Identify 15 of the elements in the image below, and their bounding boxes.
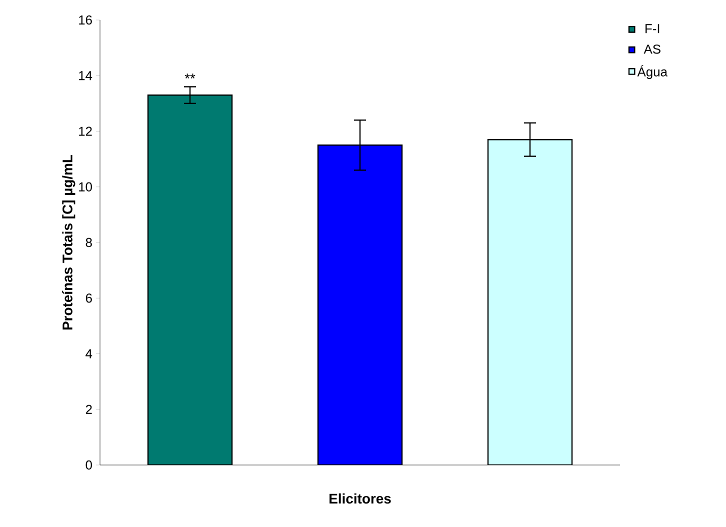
y-tick-label: 16 — [79, 15, 92, 25]
legend-label: AS — [644, 44, 660, 54]
legend-label: Água — [637, 65, 668, 80]
y-tick-label: 10 — [79, 182, 92, 192]
y-axis-title: Proteínas Totais [C] µg/mL — [62, 154, 76, 330]
y-tick-label: 4 — [86, 349, 92, 358]
y-tick-label: 2 — [86, 404, 92, 414]
y-tick-label: 0 — [86, 460, 92, 470]
y-tick-label: 6 — [86, 294, 92, 303]
legend-label: F-I — [646, 24, 660, 34]
y-tick-label: 8 — [86, 238, 92, 248]
y-tick-label: 14 — [79, 71, 92, 80]
x-axis-title: Elicitores — [330, 493, 391, 504]
y-tick-label: 12 — [79, 126, 92, 136]
annotation: ** — [184, 74, 196, 79]
